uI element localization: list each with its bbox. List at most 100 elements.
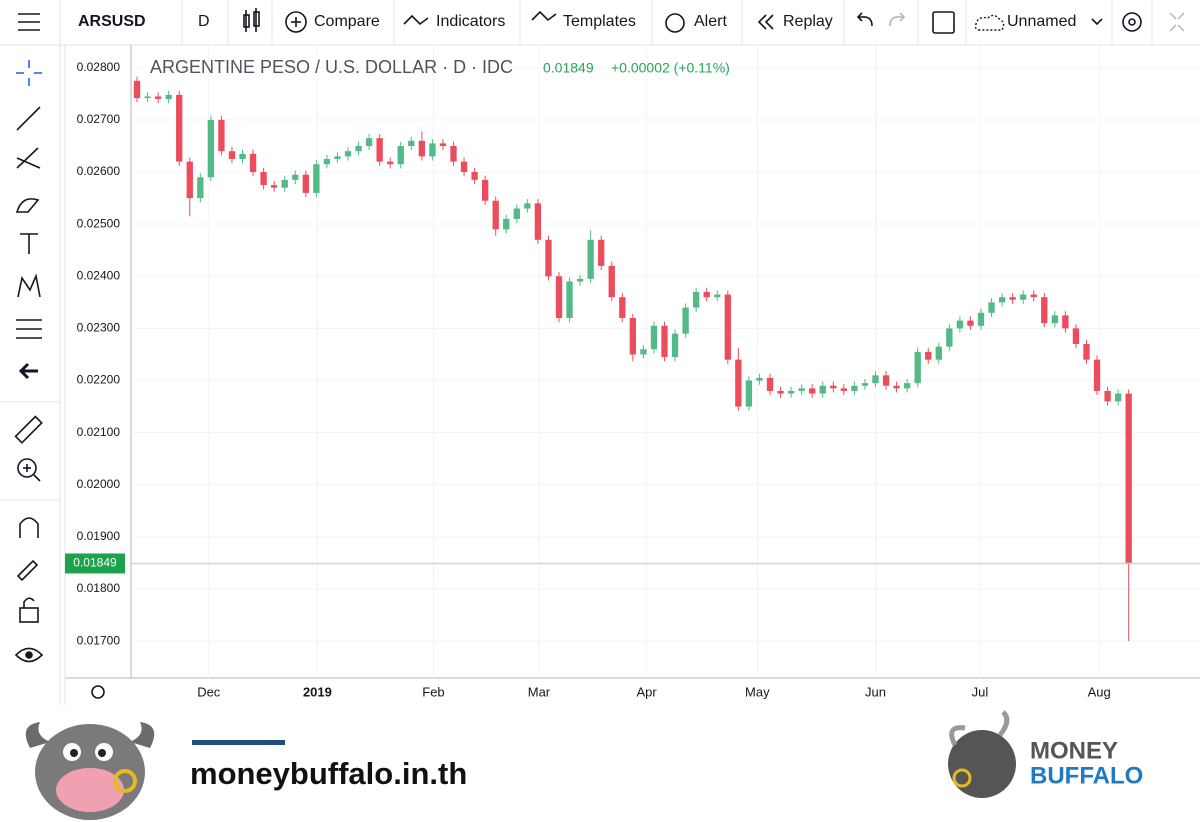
layout-name[interactable]: Unnamed	[1007, 13, 1076, 30]
buffalo-mascot	[25, 722, 155, 820]
candle-body	[1030, 294, 1037, 298]
footer: moneybuffalo.in.th MONEY BUFFALO	[0, 705, 1200, 822]
candle-body	[197, 177, 204, 199]
compare-icon[interactable]	[285, 11, 307, 33]
logo-text-top: MONEY	[1030, 737, 1118, 764]
candle-body	[1104, 390, 1111, 402]
alert-button[interactable]: Alert	[694, 13, 727, 30]
candle-body	[872, 375, 879, 384]
candle-body	[249, 153, 257, 173]
candle-body	[893, 385, 900, 389]
candle-body	[935, 346, 942, 360]
candle-body	[1041, 297, 1048, 324]
undo-button[interactable]	[856, 12, 873, 27]
lock-drawing-tool[interactable]	[16, 559, 39, 582]
fib-tool[interactable]	[16, 147, 41, 169]
x-tick-label: 2019	[303, 684, 332, 699]
candle-body	[882, 375, 890, 386]
hide-toolbar-arrow[interactable]	[18, 362, 38, 380]
last-price-marker	[65, 553, 125, 574]
candle-body	[471, 172, 478, 180]
price-change: +0.00002 (+0.11%)	[611, 60, 730, 76]
replay-button[interactable]: Replay	[783, 13, 833, 30]
brush-tool[interactable]	[15, 198, 40, 213]
candle-body	[1093, 359, 1101, 391]
settings-icon[interactable]	[1122, 12, 1142, 32]
candle-body	[1062, 315, 1069, 329]
candle-body	[503, 218, 510, 230]
indicators-icon[interactable]	[403, 14, 429, 26]
menu-icon[interactable]	[18, 13, 40, 31]
candle-body	[914, 351, 921, 384]
x-tick-label: Dec	[197, 684, 221, 699]
alert-icon[interactable]	[665, 13, 685, 33]
candle-body	[766, 377, 774, 391]
accent-bar	[192, 740, 285, 745]
ruler-tool[interactable]	[14, 415, 43, 444]
candle-body	[355, 145, 362, 152]
trend-line-tool[interactable]	[16, 106, 41, 131]
compare-button[interactable]: Compare	[314, 13, 380, 30]
templates-button[interactable]: Templates	[563, 13, 636, 30]
candle-body	[745, 380, 753, 407]
symbol[interactable]: ARSUSD	[78, 13, 146, 30]
interval[interactable]: D	[198, 13, 210, 30]
candle-body	[513, 208, 520, 219]
chart-style-icon[interactable]	[243, 8, 260, 32]
candle-body	[292, 174, 299, 180]
candle-body	[576, 278, 584, 282]
candle-body	[798, 388, 805, 391]
candle-body	[977, 312, 985, 326]
candle-body	[323, 159, 331, 165]
site-url: moneybuffalo.in.th	[190, 756, 467, 791]
candle-body	[281, 179, 288, 188]
candle-body	[840, 388, 848, 391]
last-price-axis-label: 0.01849	[73, 556, 117, 570]
y-tick-label: 0.01800	[77, 581, 121, 595]
candle-body	[481, 179, 489, 201]
lock-tool[interactable]	[19, 597, 39, 623]
candle-body	[735, 359, 742, 407]
candle-body	[176, 94, 183, 162]
candle-body	[186, 161, 193, 199]
text-tool[interactable]	[20, 233, 38, 254]
y-tick-label: 0.02400	[77, 268, 121, 282]
fullscreen-toggle[interactable]	[932, 11, 955, 34]
candle-body	[239, 153, 246, 160]
candle-body	[524, 203, 531, 209]
candle-body	[492, 200, 499, 230]
candle-body	[260, 172, 267, 186]
y-tick-label: 0.02300	[77, 321, 121, 335]
candle-body	[692, 291, 700, 308]
candle-body	[302, 174, 309, 193]
candle-body	[703, 291, 710, 298]
replay-icon[interactable]	[757, 14, 774, 30]
pattern-tool[interactable]	[17, 273, 41, 298]
candle-body	[587, 239, 594, 279]
expand-icon[interactable]	[1169, 12, 1185, 32]
candle-body	[629, 317, 637, 355]
candle-body	[777, 390, 784, 394]
layout-dropdown[interactable]	[1091, 18, 1103, 26]
prediction-tool[interactable]	[16, 319, 42, 339]
magnet-tool[interactable]	[19, 517, 39, 538]
candle-body	[714, 294, 721, 298]
candle-body	[545, 239, 552, 277]
indicators-button[interactable]: Indicators	[436, 13, 505, 30]
candle-body	[851, 385, 858, 391]
candle-body	[661, 325, 668, 358]
visibility-tool[interactable]	[14, 647, 44, 663]
candle-body	[956, 320, 964, 329]
y-tick-label: 0.02800	[77, 60, 121, 74]
candle-body	[534, 203, 542, 240]
candle-body	[650, 325, 658, 350]
templates-icon[interactable]	[531, 10, 557, 22]
candle-body	[270, 185, 278, 188]
candle-body	[830, 385, 837, 389]
candle-body	[1009, 297, 1016, 300]
crosshair-tool[interactable]	[16, 60, 42, 86]
time-axis-settings[interactable]	[91, 685, 105, 699]
candle-body	[903, 383, 911, 389]
redo-button[interactable]	[889, 12, 906, 27]
zoom-tool[interactable]	[17, 458, 41, 482]
